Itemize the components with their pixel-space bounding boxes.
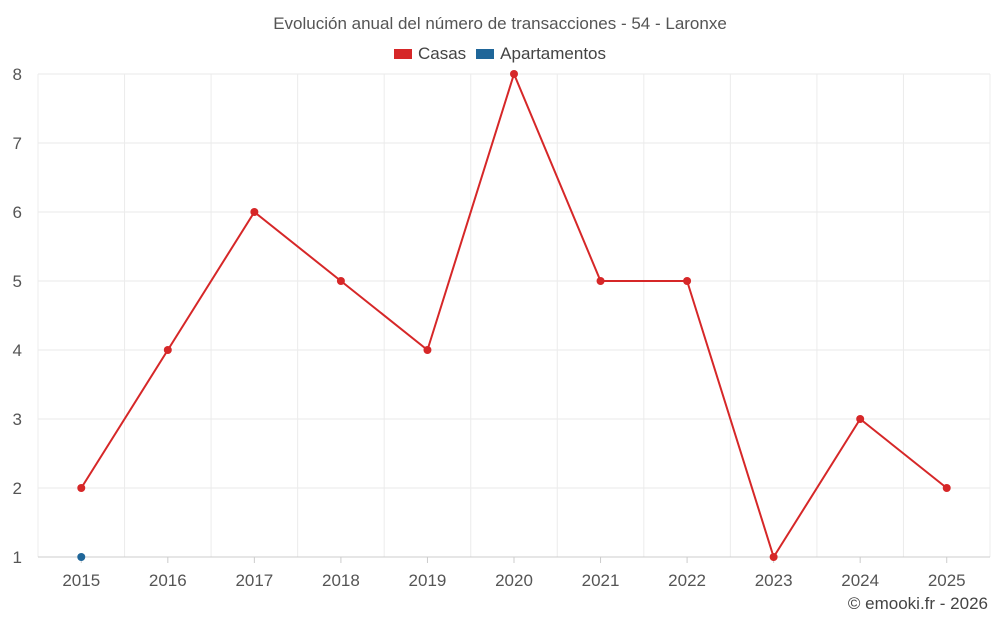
data-point-casas[interactable] xyxy=(856,415,865,423)
y-tick-label: 3 xyxy=(13,410,22,429)
data-point-casas[interactable] xyxy=(250,208,259,216)
x-tick-label: 2018 xyxy=(322,571,360,590)
legend-swatch-casas xyxy=(393,49,412,59)
y-tick-label: 6 xyxy=(13,203,22,222)
data-point-casas[interactable] xyxy=(510,70,518,78)
data-point-casas[interactable] xyxy=(596,277,605,285)
chart-legend: Casas Apartamentos xyxy=(0,44,1000,64)
y-tick-label: 5 xyxy=(13,272,22,291)
x-tick-label: 2019 xyxy=(409,571,447,590)
chart-title: Evolución anual del número de transaccio… xyxy=(273,14,727,33)
data-point-casas[interactable] xyxy=(769,553,778,561)
legend-label-casas: Casas xyxy=(417,44,467,63)
data-point-casas[interactable] xyxy=(942,484,951,492)
y-tick-label: 2 xyxy=(13,479,22,498)
y-tick-label: 1 xyxy=(13,548,22,567)
y-tick-label: 4 xyxy=(13,341,22,360)
x-tick-label: 2022 xyxy=(668,571,706,590)
x-tick-label: 2015 xyxy=(62,571,100,590)
x-tick-label: 2025 xyxy=(928,571,966,590)
copyright-text: © emooki.fr - 2026 xyxy=(847,594,988,613)
legend-swatch-apartamentos xyxy=(476,49,495,59)
x-tick-label: 2020 xyxy=(495,571,533,590)
y-tick-label: 7 xyxy=(13,134,22,153)
data-point-apartamentos[interactable] xyxy=(77,553,86,561)
y-tick-label: 8 xyxy=(13,65,22,84)
x-tick-label: 2024 xyxy=(841,571,879,590)
data-point-casas[interactable] xyxy=(423,346,432,354)
x-tick-label: 2021 xyxy=(582,571,620,590)
data-point-casas[interactable] xyxy=(683,277,692,285)
data-point-casas[interactable] xyxy=(77,484,86,492)
data-point-casas[interactable] xyxy=(163,346,172,354)
x-tick-label: 2017 xyxy=(235,571,273,590)
x-tick-label: 2023 xyxy=(755,571,793,590)
legend-item-apartamentos[interactable]: Apartamentos xyxy=(476,44,606,64)
data-point-casas[interactable] xyxy=(336,277,345,285)
x-tick-label: 2016 xyxy=(149,571,187,590)
legend-item-casas[interactable]: Casas xyxy=(393,44,467,64)
legend-label-apartamentos: Apartamentos xyxy=(500,44,607,63)
